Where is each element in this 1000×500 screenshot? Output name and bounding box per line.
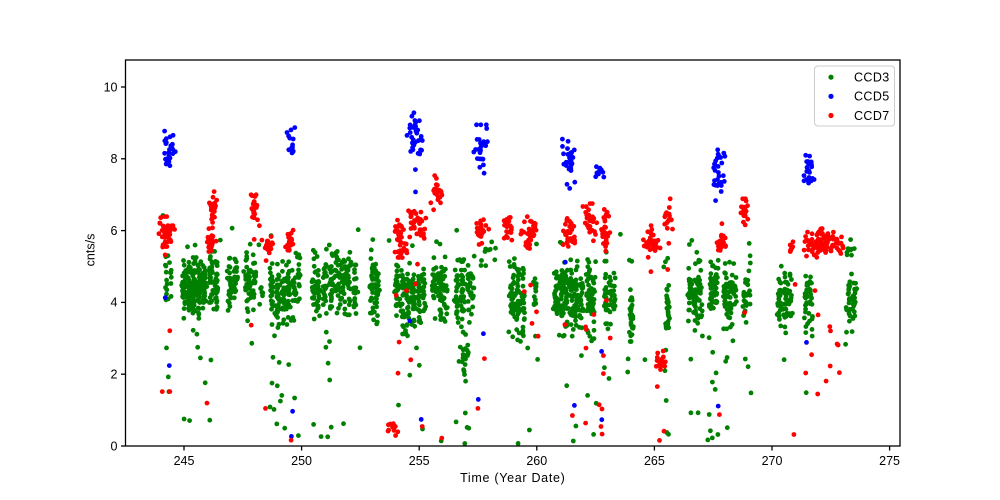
svg-text:cnts/s: cnts/s xyxy=(84,234,98,267)
svg-text:275: 275 xyxy=(879,454,900,468)
svg-text:CCD7: CCD7 xyxy=(854,109,890,123)
svg-text:CCD5: CCD5 xyxy=(854,90,890,104)
svg-text:2: 2 xyxy=(111,368,118,382)
svg-text:Time (Year Date): Time (Year Date) xyxy=(460,471,565,485)
svg-text:6: 6 xyxy=(111,224,118,238)
svg-text:8: 8 xyxy=(111,152,118,166)
svg-text:250: 250 xyxy=(291,454,312,468)
svg-text:CCD3: CCD3 xyxy=(854,71,890,85)
svg-text:255: 255 xyxy=(409,454,430,468)
svg-text:4: 4 xyxy=(111,296,118,310)
svg-text:260: 260 xyxy=(526,454,547,468)
svg-text:10: 10 xyxy=(104,80,118,94)
svg-text:265: 265 xyxy=(644,454,665,468)
svg-text:245: 245 xyxy=(174,454,195,468)
svg-text:270: 270 xyxy=(762,454,783,468)
svg-text:0: 0 xyxy=(111,439,118,453)
